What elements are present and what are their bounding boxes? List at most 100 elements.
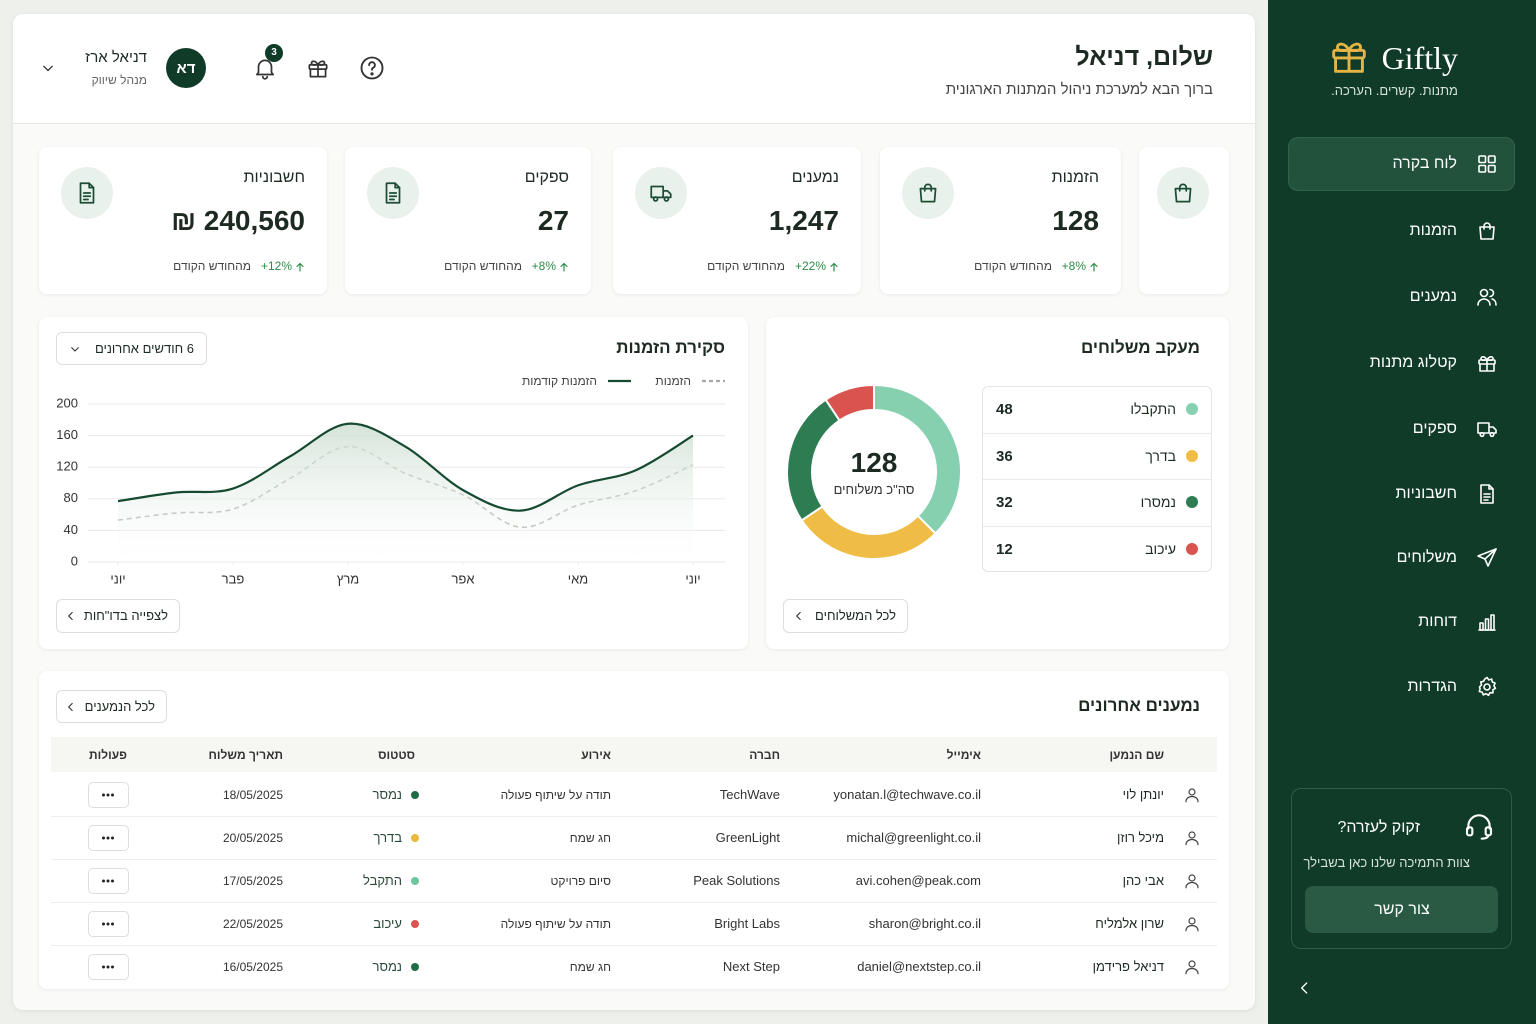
recipient-company: TechWave [719,787,780,802]
nav-item[interactable]: חשבוניות [1395,485,1457,502]
icon-part [1480,484,1494,504]
ship-date: 18/05/2025 [222,787,283,802]
legend-label: בדרך [1145,448,1176,464]
icon-part [370,72,374,76]
icon-part [102,965,105,969]
legend-value: 36 [996,447,1013,465]
nav-icon[interactable] [1475,417,1499,441]
collapse-sidebar[interactable] [1295,978,1315,998]
actions-dots[interactable] [99,786,117,804]
row-divider [51,902,1217,903]
column-header: אירוע [581,747,611,762]
column-header: סטטוס [378,747,415,762]
all-shipments-label[interactable]: לכל המשלוחים [815,608,896,623]
icon-part [1484,548,1497,560]
gifts-button[interactable] [305,55,331,81]
page-title: שלום, דניאל [1075,42,1213,71]
recipient-event: חג שמח [569,830,611,845]
icon-part [663,196,670,202]
contact-button-label[interactable]: צור קשר [1374,901,1430,918]
nav-item[interactable]: ספקים [1412,420,1457,437]
nav-icon[interactable] [1475,152,1499,176]
stat-icon [648,180,674,206]
icon-part [830,262,838,272]
legend-value: 32 [996,493,1013,511]
icon-part [106,836,110,840]
icon-part [111,922,114,926]
recipient-event: תודה על שיתוף פעולה [500,916,611,931]
icon-part [296,262,304,272]
row-divider [51,816,1217,817]
all-recipients-chevron[interactable] [64,700,78,714]
nav-icon[interactable] [1475,219,1499,243]
help-button[interactable] [358,54,386,82]
icon-part [102,879,114,883]
recipient-status: בדרך [373,830,402,845]
actions-dots[interactable] [99,872,117,890]
icon-part [1478,676,1497,697]
nav-icon[interactable] [1475,285,1499,309]
legend-label: התקבלו [1130,401,1176,417]
reports-button[interactable] [56,599,180,633]
range-dropdown[interactable] [56,332,207,365]
icon-part [256,59,274,76]
nav-icon[interactable] [1475,482,1499,506]
user-menu[interactable] [38,58,58,78]
icon-part [1480,356,1494,361]
nav-item[interactable]: קטלוג מתנות [1369,354,1457,371]
nav-icon[interactable] [1475,351,1499,375]
icon-part [102,836,105,840]
stat-note: מהחודש הקודם [173,258,251,273]
icon-part [256,59,274,80]
stat-label: נמענים [791,169,839,186]
brand-tagline: מתנות. קשרים. הערכה. [1331,83,1458,98]
legend-dot [1186,543,1198,555]
ship-date: 20/05/2025 [222,830,283,845]
icon-part [111,793,114,797]
nav-item[interactable]: נמענים [1409,288,1457,305]
nav-item[interactable]: דוחות [1418,613,1457,630]
nav-item[interactable]: משלוחים [1396,549,1457,566]
legend-divider [983,433,1211,434]
stat-icon [915,180,941,206]
brand-name: Giftly [1381,39,1458,76]
nav-item[interactable]: לוח בקרה [1392,155,1457,172]
actions-dots[interactable] [99,915,117,933]
icon-part [1489,288,1495,298]
icon-part [82,182,95,201]
notification-badge [265,44,283,62]
icon-part [111,965,114,969]
nav-item[interactable]: הזמנות [1409,222,1457,239]
nav-icon[interactable] [1475,546,1499,570]
recipient-email: michal@greenlight.co.il [846,830,981,845]
nav-icon[interactable] [1475,610,1499,634]
reports-chevron[interactable] [64,609,78,623]
all-recipients-button[interactable] [56,690,167,723]
all-shipments-button[interactable] [783,599,908,633]
ship-date: 16/05/2025 [222,959,283,974]
chart-title: מעקב משלוחים [1080,338,1200,357]
nav-icon[interactable] [1475,675,1499,699]
notifications[interactable] [252,55,278,81]
contact-button[interactable] [1305,886,1498,933]
actions-dots[interactable] [99,829,117,847]
help-icon [1463,810,1495,842]
range-chevron[interactable] [67,341,83,357]
stat-icon [1170,180,1196,206]
nav-item[interactable]: הגדרות [1407,678,1457,695]
all-recipients-label[interactable]: לכל הנמענים [84,699,155,714]
icon-part [796,611,801,621]
all-shipments-chevron[interactable] [792,609,806,623]
reports-label[interactable]: לצפייה בדו"חות [83,608,168,623]
range-label[interactable]: 6 חודשים אחרונים [94,341,194,356]
help-title: זקוק לעזרה? [1337,819,1420,836]
actions-dots[interactable] [99,958,117,976]
trend-arrow [294,260,306,272]
stat-note: מהחודש הקודם [444,258,522,273]
row-actions[interactable] [88,868,129,894]
icon-part [1480,834,1490,840]
icon-part [560,262,568,272]
icon-part [385,182,401,204]
column-header: חברה [749,747,780,762]
trend-arrow [828,260,840,272]
